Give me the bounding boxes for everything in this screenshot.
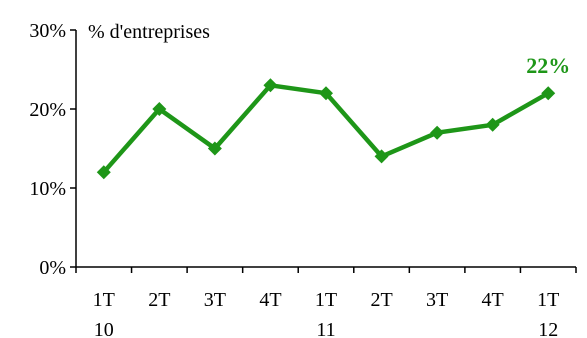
data-point-marker — [430, 125, 445, 140]
y-tick-label: 20% — [29, 99, 66, 121]
end-value-label: 22% — [526, 53, 570, 78]
data-point-marker — [207, 141, 222, 156]
y-tick-label: 10% — [29, 178, 66, 200]
y-tick-label: 30% — [29, 20, 66, 42]
x-tick-label: 2T — [148, 289, 170, 311]
x-tick-label: 4T — [259, 289, 281, 311]
data-point-marker — [485, 117, 500, 132]
data-point-marker — [319, 86, 333, 101]
x-tick-label: 2T — [370, 289, 392, 311]
y-axis-title: % d'entreprises — [88, 21, 210, 43]
data-point-marker — [96, 165, 111, 180]
data-point-marker — [374, 149, 389, 164]
x-tick-label: 1T — [537, 289, 559, 311]
x-tick-label: 1T — [315, 289, 337, 311]
y-tick-label: 0% — [39, 257, 66, 279]
x-axis-ticks: 1T 10 2T 3T 4T 1T 11 2T 3T 4T 1T 12 — [75, 267, 577, 338]
y-axis-ticks: 0% 10% 20% 30% — [29, 20, 76, 279]
data-point-marker — [263, 78, 278, 93]
x-tick-label: 4T — [482, 289, 504, 311]
data-point-marker — [541, 86, 556, 101]
x-tick-sublabel: 10 — [94, 319, 114, 338]
series-group — [96, 78, 556, 180]
x-tick-sublabel: 12 — [538, 319, 558, 338]
data-point-marker — [152, 102, 167, 116]
x-tick-label: 3T — [426, 289, 448, 311]
x-tick-sublabel: 11 — [316, 319, 335, 338]
x-tick-label: 3T — [204, 289, 226, 311]
x-tick-label: 1T — [93, 289, 115, 311]
